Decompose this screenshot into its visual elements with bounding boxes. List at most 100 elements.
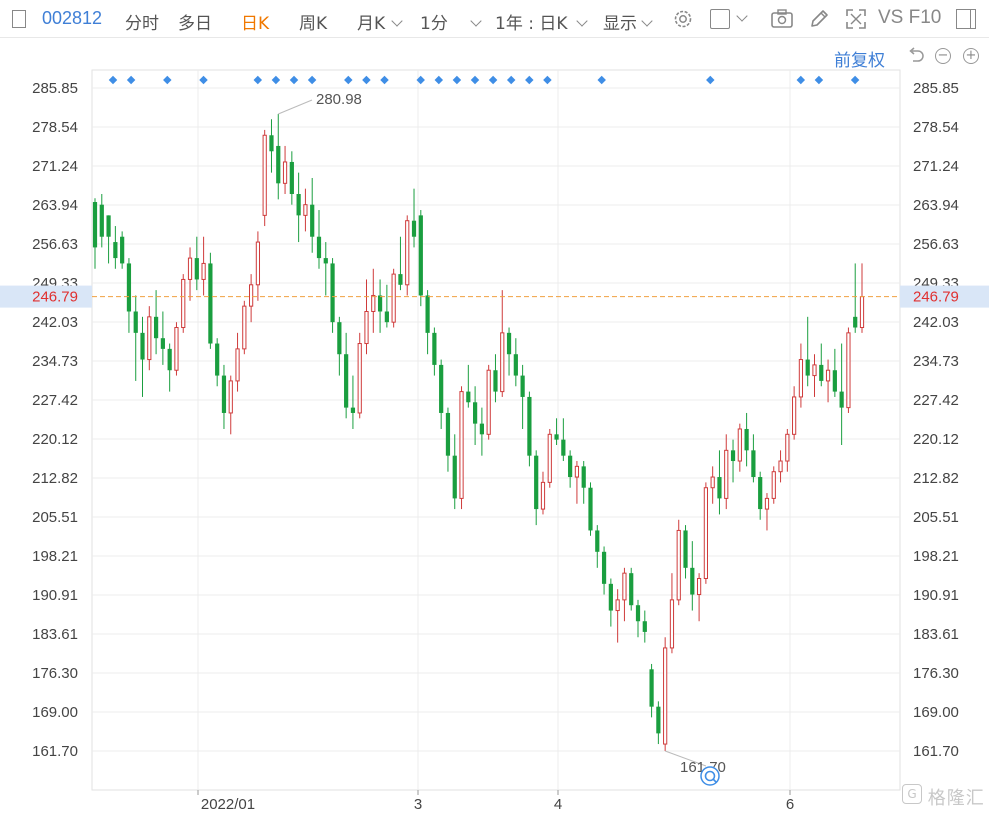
candle-body: [758, 477, 763, 510]
candle-body: [167, 348, 172, 371]
candle-body: [221, 375, 227, 413]
candle-body: [683, 530, 688, 568]
candle-body: [466, 391, 471, 403]
chevron-down-icon[interactable]: [730, 9, 748, 29]
signal-dot: [380, 75, 389, 85]
candle-body: [439, 364, 444, 413]
minute-select[interactable]: 1分: [420, 9, 482, 34]
tab-weekly-k[interactable]: 周K: [299, 14, 328, 34]
candle-body: [120, 236, 125, 264]
current-price-tag-left: [0, 285, 92, 308]
pencil-icon[interactable]: [808, 8, 830, 30]
candle-body: [554, 434, 559, 440]
y-tick-left: 285.85: [32, 80, 78, 97]
candle-body: [194, 258, 199, 280]
undo-icon[interactable]: [907, 47, 925, 65]
candle-body: [703, 487, 708, 580]
candle-body: [792, 396, 797, 435]
candle-body: [846, 332, 851, 409]
candle-body: [798, 359, 804, 398]
candle-body: [764, 497, 770, 510]
candle-body: [601, 551, 607, 584]
candle-body: [513, 354, 518, 376]
candle-body: [473, 402, 478, 424]
signal-dot: [362, 75, 371, 85]
zoom-in-icon[interactable]: +: [963, 48, 979, 64]
event-marker-icon: [700, 766, 720, 786]
panel-toggle-divider: [969, 10, 971, 28]
signal-dot: [525, 75, 534, 85]
candle-body: [255, 241, 261, 286]
candle-body: [249, 284, 254, 307]
signal-dot: [814, 75, 824, 85]
candle-body: [581, 466, 586, 488]
candle-body: [357, 343, 362, 414]
candle-body: [262, 134, 267, 216]
candle-body: [181, 278, 186, 329]
sidebar-toggle-icon[interactable]: [12, 10, 26, 28]
gear-icon[interactable]: [672, 8, 694, 30]
x-tick-label: 6: [786, 796, 794, 813]
candle-body: [418, 215, 423, 296]
color-square-icon[interactable]: [710, 9, 730, 29]
current-price-label-left: 246.79: [32, 289, 78, 306]
display-menu[interactable]: 显示: [603, 9, 653, 34]
signal-dot: [796, 75, 806, 85]
candle-body: [316, 236, 322, 259]
x-tick-label: 4: [554, 796, 562, 813]
signal-dot: [706, 75, 715, 85]
range-select[interactable]: 1年 : 日K: [495, 9, 588, 34]
candle-body: [350, 407, 356, 413]
adjust-mode-select[interactable]: 前复权: [834, 51, 885, 71]
candle-body: [289, 161, 294, 195]
candle-body: [595, 530, 600, 552]
y-tick-left: 256.63: [32, 236, 78, 253]
y-tick-right: 249.33: [913, 275, 959, 292]
candle-body: [730, 450, 736, 462]
price-overlay: 246.79 246.79 280.98 161.70: [0, 91, 989, 786]
y-tick-left: 212.82: [32, 470, 78, 487]
candle-body: [282, 161, 288, 184]
high-leader-line: [278, 99, 313, 115]
candle-body: [859, 296, 865, 329]
tab-monthly-k[interactable]: 月K: [357, 9, 403, 34]
minute-select-label: 1分: [420, 14, 448, 34]
tab-multiday[interactable]: 多日: [178, 14, 212, 34]
candle-body: [561, 439, 566, 456]
zoom-out-icon[interactable]: −: [935, 48, 951, 64]
signal-dot: [506, 75, 516, 85]
candle-body: [751, 450, 756, 478]
candle-body: [534, 455, 539, 510]
candle-body: [649, 669, 654, 707]
signal-dot: [289, 75, 299, 85]
fullscreen-icon[interactable]: [845, 8, 867, 30]
tab-intraday[interactable]: 分时: [125, 14, 159, 34]
y-tick-left: 271.24: [32, 158, 78, 175]
axis-labels: 285.85 285.85 278.54 278.54 271.24 271.24 263.…: [32, 80, 959, 813]
candle-body: [839, 391, 844, 408]
candle-body: [778, 460, 783, 473]
candle-body: [160, 338, 165, 349]
chevron-down-icon: [470, 15, 482, 27]
signal-dot: [271, 75, 281, 85]
y-tick-left: 220.12: [32, 431, 78, 448]
tab-daily-k[interactable]: 日K: [241, 14, 270, 34]
candle-body: [588, 487, 593, 531]
y-tick-left: 205.51: [32, 509, 78, 526]
chart-toolbar: 002812 分时 多日 日K 周K 月K 1分 1年 : 日K 显示 VS F…: [0, 0, 989, 38]
plot-border: [91, 69, 901, 791]
candle-body: [819, 364, 824, 381]
y-tick-left: 183.61: [32, 626, 78, 643]
candle-body: [737, 428, 742, 462]
candle-body: [432, 332, 437, 365]
camera-icon[interactable]: [770, 8, 794, 30]
chevron-down-icon: [391, 15, 403, 27]
low-price-label: 161.70: [680, 759, 726, 776]
candle-body: [608, 583, 613, 611]
candle-body: [344, 354, 349, 408]
candle-body: [642, 621, 647, 632]
panel-toggle-icon[interactable]: [956, 9, 976, 29]
vs-f10-link[interactable]: VS F10: [878, 7, 942, 28]
stock-code: 002812: [42, 8, 103, 28]
